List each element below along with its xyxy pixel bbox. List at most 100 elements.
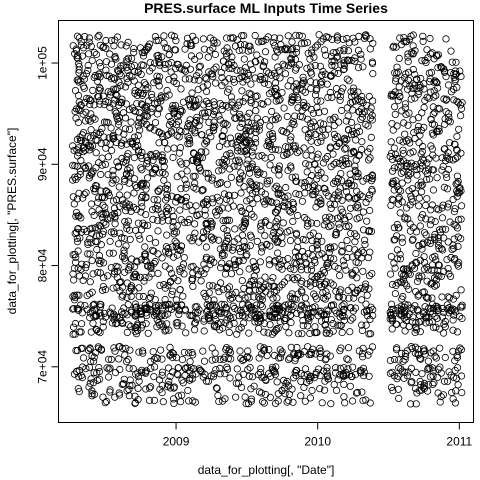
data-point (134, 132, 142, 140)
data-point (178, 264, 186, 272)
data-point (232, 114, 240, 122)
data-point (335, 159, 343, 167)
data-point (432, 256, 440, 264)
data-point (323, 306, 331, 314)
data-point (415, 202, 423, 210)
data-point (209, 199, 217, 207)
data-point (289, 302, 297, 310)
data-point (99, 227, 108, 236)
data-point (398, 278, 406, 287)
data-point (266, 393, 274, 401)
data-point (88, 229, 96, 237)
data-point (103, 188, 111, 196)
data-point (388, 368, 396, 376)
data-point (136, 273, 144, 281)
data-point (134, 81, 142, 89)
data-point (247, 46, 255, 54)
data-point (442, 157, 450, 165)
data-point (276, 317, 284, 326)
data-point (101, 399, 109, 407)
data-point (137, 315, 146, 324)
data-point (202, 243, 210, 251)
x-axis: 2009 2010 2011 (163, 422, 473, 449)
data-point (160, 39, 168, 47)
data-point (342, 144, 350, 152)
data-point (295, 61, 303, 69)
data-point (346, 176, 355, 185)
data-point (246, 231, 254, 239)
data-point (176, 286, 184, 294)
data-point (358, 388, 366, 396)
data-point (344, 344, 353, 352)
data-point (78, 320, 86, 328)
data-point (330, 380, 338, 389)
data-point (363, 291, 371, 299)
data-point (85, 34, 94, 42)
data-point (368, 172, 376, 180)
data-point (264, 370, 273, 378)
data-point (347, 88, 355, 96)
data-point (109, 85, 118, 93)
data-point (357, 55, 365, 63)
data-point (257, 219, 265, 227)
data-point (337, 321, 345, 329)
data-point (261, 218, 269, 226)
data-point (335, 271, 344, 280)
data-point (429, 380, 437, 388)
data-point (93, 136, 101, 145)
data-point (176, 196, 184, 204)
data-point (297, 39, 306, 48)
data-point (366, 399, 374, 407)
data-point (342, 188, 351, 196)
data-point (125, 172, 133, 180)
data-point (427, 216, 435, 224)
data-point (266, 290, 274, 298)
data-point (327, 315, 335, 324)
data-point (358, 110, 366, 118)
data-point (345, 294, 353, 302)
data-point (173, 121, 181, 129)
data-point (344, 365, 352, 373)
data-point (444, 110, 453, 118)
data-point (140, 277, 148, 285)
data-point (306, 329, 314, 338)
data-point (150, 372, 158, 381)
data-point (95, 159, 103, 167)
data-point (241, 393, 249, 401)
data-point (77, 101, 85, 109)
data-point (241, 147, 249, 155)
data-point (323, 364, 331, 372)
data-point (195, 63, 203, 71)
data-point (200, 233, 208, 241)
data-point (192, 202, 200, 210)
data-point (224, 234, 232, 242)
data-point (425, 166, 433, 174)
data-point (444, 264, 452, 273)
data-point (237, 147, 245, 155)
data-point (390, 144, 398, 152)
data-point (210, 118, 218, 126)
data-point (314, 171, 322, 180)
data-point (88, 352, 96, 360)
data-point (78, 309, 87, 317)
data-point (96, 269, 105, 277)
data-point (228, 290, 236, 298)
data-point (224, 354, 232, 363)
data-point (388, 195, 396, 203)
data-point (260, 79, 268, 87)
data-point (163, 86, 171, 95)
data-point (407, 95, 415, 103)
data-point (423, 46, 431, 54)
data-point (202, 75, 211, 83)
data-point (367, 133, 375, 141)
data-point (110, 209, 119, 218)
data-point (223, 88, 232, 96)
data-point (314, 232, 323, 240)
data-point (251, 74, 259, 82)
data-point (85, 95, 93, 103)
data-point (131, 67, 139, 76)
data-point (294, 237, 302, 245)
data-point (136, 126, 144, 134)
data-point (86, 344, 94, 352)
data-point (357, 145, 366, 154)
